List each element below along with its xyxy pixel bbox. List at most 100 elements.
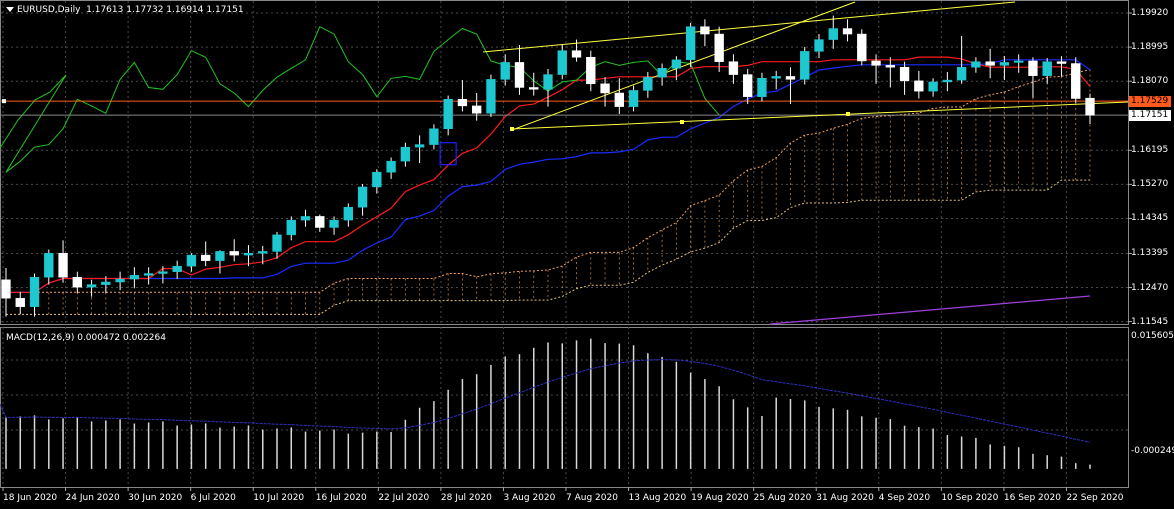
candle-body <box>500 62 510 80</box>
trendline-steep <box>511 1 856 131</box>
time-axis-label: 13 Aug 2020 <box>628 493 687 503</box>
candle-body <box>1085 97 1095 116</box>
candle-body <box>828 28 838 40</box>
candle-body <box>129 275 140 280</box>
trendline-upper-channel <box>482 1 1016 53</box>
price-tick-label: 1.18070 <box>1131 76 1169 87</box>
candle-body <box>143 273 154 276</box>
candle-body <box>457 99 468 107</box>
bid-price-tag: 1.17529 <box>1129 96 1171 108</box>
price-tick-label: 1.18995 <box>1131 42 1169 53</box>
candle-body <box>400 146 411 162</box>
time-axis-label: 22 Jul 2020 <box>378 493 430 503</box>
candle-body <box>628 90 639 107</box>
time-axis-label: 31 Aug 2020 <box>816 493 874 503</box>
violet-line <box>769 295 1091 325</box>
trendline-anchor <box>510 127 514 131</box>
candle-body <box>586 57 596 85</box>
candle-body <box>443 99 453 129</box>
candle-body <box>543 74 553 90</box>
candle-body <box>429 128 439 145</box>
candle-body <box>15 297 25 307</box>
trendline-anchor <box>680 120 684 124</box>
candle-body <box>101 281 111 285</box>
candle-body <box>685 26 696 61</box>
candle-body <box>315 216 325 228</box>
candle-body <box>814 39 824 52</box>
candle-body <box>571 50 582 58</box>
horizontal-level-handle <box>2 99 6 104</box>
kijun-sen-line <box>6 59 1091 293</box>
candle-body <box>1014 60 1024 63</box>
candle-body <box>671 59 682 69</box>
candle-body <box>243 253 254 256</box>
time-axis-label: 25 Aug 2020 <box>753 493 812 503</box>
candle-body <box>971 61 981 68</box>
candle-body <box>86 284 97 288</box>
candle-body <box>956 66 967 81</box>
chart-title: EURUSD,Daily 1.17613 1.17732 1.16914 1.1… <box>6 5 244 16</box>
time-axis-label: 10 Jul 2020 <box>253 493 305 503</box>
time-axis-label: 16 Jul 2020 <box>315 493 367 503</box>
candle-body <box>44 253 54 278</box>
candle-body <box>386 160 396 173</box>
price-tick-label: 1.19920 <box>1131 8 1169 19</box>
symbol-label: EURUSD,Daily <box>17 5 81 15</box>
trendline-anchor <box>846 112 850 116</box>
senkou-span-b <box>6 179 1090 315</box>
time-axis-label: 30 Jun 2020 <box>128 493 183 503</box>
candle-body <box>885 65 895 68</box>
candle-body <box>771 76 781 79</box>
time-axis-label: 24 Jun 2020 <box>65 493 120 503</box>
price-tick-label: 1.16195 <box>1131 145 1169 156</box>
candle-body <box>300 216 311 221</box>
candle-body <box>643 76 653 91</box>
candle-body <box>486 79 496 114</box>
price-tick-label: 1.14345 <box>1131 213 1169 224</box>
candle-body <box>186 254 197 267</box>
candle-body <box>785 76 796 80</box>
candle-body <box>600 83 610 94</box>
time-axis-label: 22 Sep 2020 <box>1066 493 1124 503</box>
candle-body <box>229 251 239 256</box>
candle-body <box>1056 61 1067 64</box>
time-axis-label: 7 Aug 2020 <box>566 493 618 503</box>
time-axis-label: 16 Sep 2020 <box>1003 493 1061 503</box>
time-axis-label: 28 Jul 2020 <box>440 493 492 503</box>
price-tick-label: 1.11545 <box>1131 316 1169 327</box>
candle-body <box>1 279 11 299</box>
candle-body <box>1071 63 1081 99</box>
candle-body <box>514 62 525 88</box>
candle-body <box>343 206 353 221</box>
candle-body <box>857 33 867 62</box>
time-axis-label: 3 Aug 2020 <box>503 493 556 503</box>
candle-body <box>158 271 168 274</box>
candle-body <box>472 105 482 114</box>
candle-body <box>614 92 624 107</box>
candle-body <box>372 171 382 188</box>
candle-body <box>58 253 68 278</box>
time-axis-label: 6 Jul 2020 <box>190 493 236 503</box>
candle-body <box>743 74 753 97</box>
candle-body <box>201 254 211 261</box>
candle-body <box>842 28 853 35</box>
candle-body <box>657 68 667 78</box>
trendline-lower-channel <box>511 101 1129 130</box>
candle-body <box>999 62 1010 66</box>
candle-body <box>714 33 724 62</box>
candle-body <box>1042 61 1052 76</box>
macd-scale-top: 0.015605 <box>1131 331 1174 341</box>
candle-body <box>557 50 567 75</box>
candle-body <box>215 251 225 261</box>
candle-body <box>871 60 881 66</box>
candle-body <box>115 278 125 283</box>
candle-body <box>29 276 40 307</box>
price-tick-label: 1.13395 <box>1131 248 1169 259</box>
macd-scale-bottom: -0.000249 <box>1131 446 1174 456</box>
candle-body <box>286 219 296 236</box>
chart-menu-triangle-icon[interactable] <box>6 7 14 12</box>
candle-body <box>72 276 82 288</box>
time-axis-label: 19 Aug 2020 <box>691 493 749 503</box>
ohlc-readout: 1.17613 1.17732 1.16914 1.17151 <box>86 5 244 15</box>
